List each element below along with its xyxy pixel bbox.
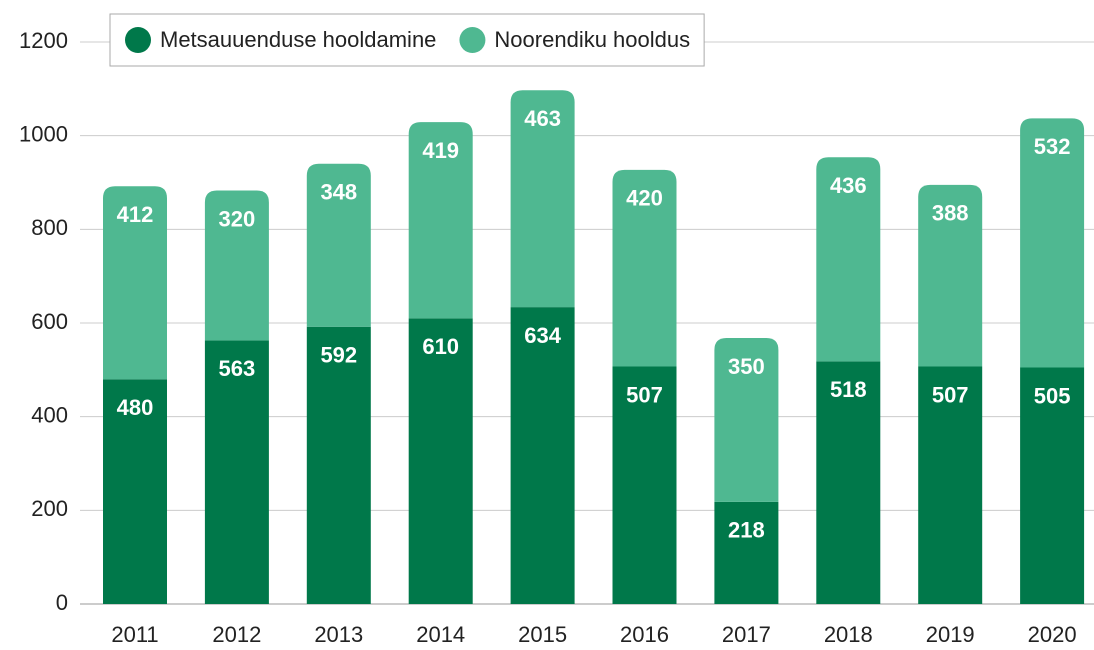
bar-segment xyxy=(408,122,473,319)
bar-segment xyxy=(816,157,881,362)
bar-segment xyxy=(103,186,167,380)
x-tick-label: 2018 xyxy=(824,622,873,647)
bar-segment xyxy=(306,163,371,327)
legend-label: Metsauuenduse hooldamine xyxy=(160,27,436,52)
value-label: 634 xyxy=(524,323,561,348)
value-label: 436 xyxy=(830,173,867,198)
value-label: 518 xyxy=(830,377,867,402)
bar-segment xyxy=(1020,118,1085,368)
x-tick-label: 2012 xyxy=(212,622,261,647)
x-tick-label: 2015 xyxy=(518,622,567,647)
legend-swatch xyxy=(459,27,486,53)
value-label: 419 xyxy=(422,138,459,163)
bar-segment xyxy=(714,501,779,604)
value-label: 420 xyxy=(626,186,663,211)
bar-segment xyxy=(1020,367,1085,604)
value-label: 505 xyxy=(1034,383,1071,408)
value-label: 480 xyxy=(117,395,154,420)
bar-segment xyxy=(204,190,269,341)
bar-segment xyxy=(204,340,269,604)
y-tick-label: 400 xyxy=(31,402,68,427)
y-tick-label: 800 xyxy=(31,215,68,240)
y-tick-label: 1200 xyxy=(19,28,68,53)
bar-segment xyxy=(612,366,677,604)
x-tick-label: 2017 xyxy=(722,622,771,647)
legend-box xyxy=(109,13,705,67)
x-tick-label: 2011 xyxy=(111,622,158,647)
value-label: 592 xyxy=(320,343,357,368)
value-label: 218 xyxy=(728,518,765,543)
x-tick-label: 2013 xyxy=(314,622,363,647)
y-tick-label: 200 xyxy=(31,496,68,521)
value-label: 350 xyxy=(728,354,765,379)
value-label: 463 xyxy=(524,106,561,131)
value-label: 610 xyxy=(422,334,459,359)
value-label: 320 xyxy=(219,206,256,231)
value-label: 388 xyxy=(932,201,969,226)
bar-segment xyxy=(510,90,575,308)
bar-segment xyxy=(714,337,779,502)
bar-segment xyxy=(612,169,677,367)
bar-segment xyxy=(918,184,983,367)
y-tick-label: 1000 xyxy=(19,121,68,146)
bar-segment xyxy=(510,307,575,604)
x-tick-label: 2014 xyxy=(416,622,465,647)
value-label: 532 xyxy=(1034,134,1071,159)
x-tick-label: 2020 xyxy=(1028,622,1077,647)
y-tick-label: 0 xyxy=(56,590,68,615)
value-label: 412 xyxy=(117,202,154,227)
bar-segment xyxy=(816,361,881,604)
value-label: 507 xyxy=(626,382,663,407)
bar-segment xyxy=(103,379,167,604)
bar-segment xyxy=(918,366,983,604)
bar-segment xyxy=(306,326,371,604)
value-label: 348 xyxy=(320,180,357,205)
value-label: 507 xyxy=(932,382,969,407)
legend-label: Noorendiku hooldus xyxy=(494,27,690,52)
x-tick-label: 2016 xyxy=(620,622,669,647)
value-label: 563 xyxy=(219,356,256,381)
legend-swatch xyxy=(125,27,151,53)
bar-segment xyxy=(408,318,473,604)
x-tick-label: 2019 xyxy=(926,622,975,647)
y-tick-label: 600 xyxy=(31,309,68,334)
